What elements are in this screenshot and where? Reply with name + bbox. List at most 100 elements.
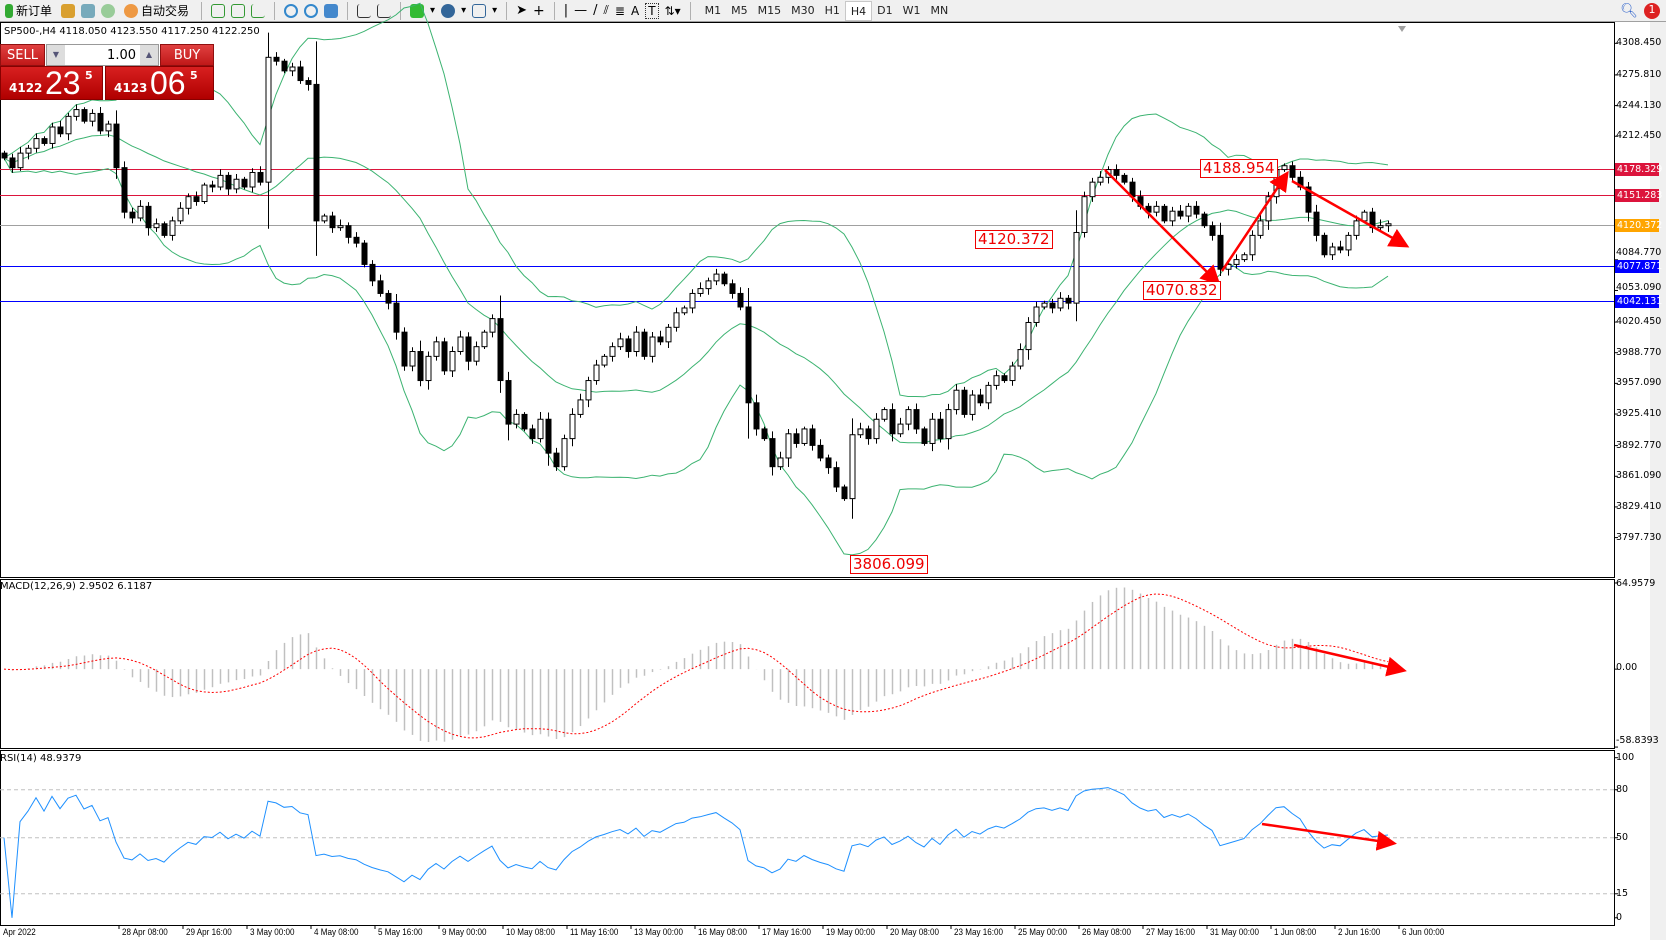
candle-bull (1033, 306, 1040, 323)
red-trend-arrow[interactable] (1104, 169, 1221, 286)
arrows-icon[interactable]: ⇅▾ (664, 3, 681, 18)
red-trend-arrow[interactable] (1261, 822, 1397, 851)
red-trend-arrow[interactable] (1220, 170, 1289, 272)
candle-bear (393, 302, 400, 333)
new-order-button[interactable]: 新订单 (2, 1, 55, 21)
sell-button[interactable]: SELL (0, 44, 45, 66)
time-label: 4 May 08:00 (314, 927, 359, 938)
candle-bear (625, 338, 632, 353)
equidistant-channel-icon[interactable]: ⫽ (603, 3, 609, 17)
red-trend-arrow[interactable] (1293, 643, 1407, 677)
candle-bear (145, 205, 152, 229)
vertical-line-icon[interactable]: | (563, 3, 569, 18)
candle-bull (857, 428, 864, 436)
annotation-low[interactable]: 4070.832 (1143, 281, 1221, 300)
indicators-icon[interactable] (410, 3, 425, 18)
text-tool-icon[interactable]: A (630, 3, 640, 18)
candlestick-icon[interactable] (231, 3, 246, 18)
auto-trading-button[interactable]: 自动交易 (121, 1, 192, 21)
annotation-bottom[interactable]: 3806.099 (850, 555, 928, 574)
candle-bull (1041, 302, 1048, 308)
line-chart-icon[interactable] (251, 3, 266, 18)
zoom-out-icon[interactable] (304, 3, 319, 18)
price-tick-label: 4084.770 (1616, 247, 1662, 258)
candle-bear (809, 428, 816, 446)
timeframe-m1[interactable]: M1 (704, 3, 722, 17)
candle-bear (1305, 186, 1312, 213)
candle-bear (353, 236, 360, 244)
candle-bull (993, 375, 1000, 386)
crosshair-icon[interactable]: + (533, 2, 545, 19)
candle-bear (361, 242, 368, 265)
annotation-high[interactable]: 4188.954 (1200, 159, 1278, 178)
timeframe-m30[interactable]: M30 (791, 3, 815, 17)
candle-bear (161, 223, 168, 236)
time-label: 3 May 00:00 (250, 927, 295, 938)
candle-bull (905, 409, 912, 425)
chart-shift-marker (1398, 26, 1406, 32)
price-tick-label: 4020.450 (1616, 316, 1662, 328)
annotation-level[interactable]: 4120.372 (975, 230, 1053, 249)
timeframe-mn[interactable]: MN (930, 3, 949, 17)
candle-bull (849, 434, 856, 500)
market-watch-icon[interactable] (61, 3, 76, 18)
timeframe-d1[interactable]: D1 (877, 3, 893, 17)
periods-clock-icon[interactable] (441, 3, 456, 18)
candle-bull (953, 389, 960, 411)
price-level-label: 4178.329 (1615, 163, 1663, 176)
lot-decrease-button[interactable]: ▼ (47, 45, 65, 65)
timeframe-m5[interactable]: M5 (731, 3, 748, 17)
candle-bear (129, 211, 136, 219)
dropdown-icon[interactable]: ▾ (430, 5, 436, 16)
notifications-badge[interactable]: 1 (1644, 2, 1660, 19)
buy-button[interactable]: BUY (160, 44, 214, 66)
zoom-in-icon[interactable] (284, 3, 299, 18)
candle-bull (1377, 225, 1384, 229)
timeframe-m15[interactable]: M15 (757, 3, 782, 17)
candle-bull (569, 413, 576, 440)
candle-bull (513, 413, 520, 425)
buy-price-box[interactable]: 4123 06 5 (105, 65, 214, 101)
time-label: 6 Jun 00:00 (1402, 927, 1445, 938)
search-icon[interactable]: 🔍︎ (1620, 2, 1638, 19)
lot-increase-button[interactable]: ▲ (140, 45, 158, 65)
bar-chart-icon[interactable] (211, 3, 226, 18)
candle-bull (137, 205, 144, 219)
candle-bull (633, 331, 640, 353)
auto-scroll-icon[interactable] (357, 3, 372, 18)
trendline-icon[interactable]: / (593, 3, 598, 18)
cursor-icon[interactable]: ➤ (516, 3, 528, 18)
price-tick-label: 4275.810 (1616, 68, 1662, 80)
dropdown-icon[interactable]: ▾ (461, 5, 467, 16)
separator (506, 1, 508, 20)
chart-shift-icon[interactable] (377, 3, 392, 18)
red-trend-arrow[interactable] (1291, 179, 1410, 248)
sell-price-box[interactable]: 4122 23 5 (0, 65, 103, 101)
text-label-icon[interactable]: T (645, 2, 659, 19)
timeframe-h4[interactable]: H4 (844, 0, 873, 21)
signals-icon[interactable] (101, 3, 116, 18)
dropdown-icon[interactable]: ▾ (492, 5, 498, 16)
rsi-axis-label: 15 (1616, 887, 1629, 899)
timeframe-h1[interactable]: H1 (824, 3, 840, 17)
candle-bull (681, 307, 688, 314)
time-label: 20 May 08:00 (890, 927, 939, 938)
lot-size-field: ▼ ▲ (46, 44, 159, 66)
timeframe-w1[interactable]: W1 (902, 3, 921, 17)
candle-bull (1185, 205, 1192, 217)
horizontal-line-icon[interactable]: — (574, 3, 588, 18)
chart-window[interactable] (0, 22, 1666, 940)
tile-windows-icon[interactable] (324, 3, 339, 18)
candle-bear (1337, 246, 1344, 251)
templates-icon[interactable] (472, 3, 487, 18)
candle-bull (457, 336, 464, 353)
fibonacci-icon[interactable]: ≣ (614, 3, 625, 18)
bollinger-lower (3, 157, 1389, 556)
candle-bear (793, 433, 800, 444)
candle-bull (89, 112, 96, 122)
sell-price-major: 4122 (9, 81, 43, 95)
lot-input[interactable] (65, 47, 140, 63)
data-window-icon[interactable] (81, 3, 96, 18)
price-level-label: 4120.372 (1615, 219, 1663, 232)
